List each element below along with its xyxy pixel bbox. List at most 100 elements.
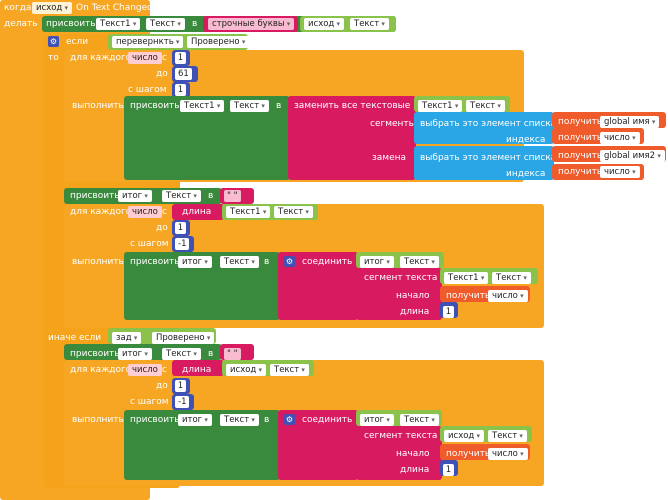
loop1-from-value[interactable]: 1	[175, 52, 186, 64]
b3-empty-text[interactable]: " "	[224, 348, 241, 360]
mutator-gear-icon[interactable]: ⚙	[48, 36, 59, 47]
idx1-dropdown[interactable]: число	[600, 132, 640, 144]
b2-join-var-dropdown[interactable]: итог	[178, 256, 212, 268]
b2-length-block[interactable]	[172, 204, 224, 220]
b2-join-a-prop-dropdown[interactable]: Текст	[400, 256, 439, 268]
b2-len-component-dropdown[interactable]: Текст1	[226, 206, 271, 218]
b3-get-label: получить	[446, 449, 491, 459]
event-component-dropdown[interactable]: исход	[32, 2, 73, 14]
b3-join-prop-dropdown[interactable]: Текст	[220, 414, 259, 426]
b2-loop-var-field[interactable]: число	[128, 206, 162, 218]
if-label: если	[66, 37, 89, 47]
segments-label: сегменты	[370, 119, 416, 129]
b3-by-label: с шагом	[130, 397, 169, 407]
loop1-by-value[interactable]: 1	[175, 84, 186, 96]
b2-length-label: длина	[182, 207, 212, 217]
lowercase-dropdown[interactable]: строчные буквы	[208, 18, 295, 30]
elseif-var-dropdown[interactable]: зад	[112, 332, 142, 344]
select-item-label-2: выбрать это элемент списка	[420, 153, 557, 163]
b2-do-label: выполнить	[72, 257, 124, 267]
b2-length-value[interactable]: 1	[443, 306, 454, 318]
loop1-var-field[interactable]: число	[128, 52, 162, 64]
replace-src-prop-dropdown[interactable]: Текст	[466, 100, 505, 112]
b2-prop-dropdown[interactable]: Текст	[162, 190, 201, 202]
b2-by-label: с шагом	[130, 239, 169, 249]
b2-empty-text[interactable]: " "	[224, 190, 241, 202]
b2-get-label: получить	[446, 291, 491, 301]
b3-join-gear-icon[interactable]: ⚙	[284, 414, 295, 425]
b3-by-value[interactable]: -1	[175, 396, 190, 408]
b3-loop-var-field[interactable]: число	[128, 364, 162, 376]
replace-src-component-dropdown[interactable]: Текст1	[418, 100, 463, 112]
select-item-block-1[interactable]	[414, 112, 554, 144]
b2-join-prop-dropdown[interactable]: Текст	[220, 256, 259, 268]
b3-set-label: присвоить	[70, 349, 120, 359]
b2-by-value[interactable]: -1	[175, 238, 190, 250]
b3-join-label: соединить	[302, 415, 353, 425]
b3-join-a-prop-dropdown[interactable]: Текст	[400, 414, 439, 426]
b3-join-var-dropdown[interactable]: итог	[178, 414, 212, 426]
b3-seg-component-dropdown[interactable]: исход	[444, 430, 485, 442]
b3-prop-dropdown[interactable]: Текст	[162, 348, 201, 360]
replace-set-label: присвоить	[130, 101, 180, 111]
top-set-to-label: в	[192, 19, 198, 29]
replace-all-label: заменить все текстовые	[294, 101, 411, 111]
b2-to-value[interactable]: 1	[175, 222, 186, 234]
if-var-dropdown[interactable]: перевернкть	[112, 36, 184, 48]
src-component-dropdown[interactable]: исход	[304, 18, 345, 30]
loop1-inner-gap	[122, 98, 124, 180]
list2-dropdown[interactable]: global имя2	[600, 150, 665, 162]
b3-length-label: длина	[182, 365, 212, 375]
b2-len-prop-dropdown[interactable]: Текст	[274, 206, 313, 218]
event-do-label: делать	[4, 19, 38, 29]
select-item-label-1: выбрать это элемент списка	[420, 119, 557, 129]
if-cmp-dropdown[interactable]: Проверено	[187, 36, 250, 48]
b3-len-prop-dropdown[interactable]: Текст	[270, 364, 309, 376]
b2-segment-block[interactable]	[356, 268, 442, 320]
b2-to2-label: до	[156, 223, 168, 233]
loop1-from-label: с	[162, 53, 167, 63]
list1-dropdown[interactable]: global имя	[600, 116, 660, 128]
get-idx1-label: получить	[558, 133, 603, 143]
b2-get-var-dropdown[interactable]: число	[488, 290, 528, 302]
b2-join-a-dropdown[interactable]: итог	[360, 256, 394, 268]
select-item-block-2[interactable]	[414, 146, 554, 180]
b3-join-a-dropdown[interactable]: итог	[360, 414, 394, 426]
b2-seg-prop-dropdown[interactable]: Текст	[492, 272, 531, 284]
replace-set-prop-dropdown[interactable]: Текст	[230, 100, 269, 112]
index-label-1: индекса	[506, 135, 546, 145]
then-label: то	[48, 53, 59, 63]
b2-for-label: для каждого	[70, 207, 132, 217]
top-set-label: присвоить	[46, 19, 96, 29]
b3-to-value[interactable]: 1	[175, 380, 186, 392]
b3-get-var-dropdown[interactable]: число	[488, 448, 528, 460]
b3-length-value[interactable]: 1	[443, 464, 454, 476]
idx2-dropdown[interactable]: число	[600, 166, 640, 178]
elseif-cmp-dropdown[interactable]: Проверено	[152, 332, 215, 344]
b2-to-label: в	[208, 191, 214, 201]
top-set-prop-dropdown[interactable]: Текст	[146, 18, 185, 30]
b3-join-to-label: в	[264, 415, 270, 425]
replace-set-component-dropdown[interactable]: Текст1	[180, 100, 225, 112]
loop1-to-value[interactable]: 61	[175, 68, 192, 80]
b2-join-gear-icon[interactable]: ⚙	[284, 256, 295, 267]
replacement-label: замена	[372, 153, 407, 163]
src-prop-dropdown[interactable]: Текст	[350, 18, 389, 30]
b3-length-block[interactable]	[172, 360, 224, 376]
event-name-label: On Text Changed	[76, 3, 153, 13]
b3-to-label: в	[208, 349, 214, 359]
b2-segment-label: сегмент текста	[364, 273, 438, 283]
replace-all-block[interactable]	[288, 96, 416, 180]
b3-from-label: с	[162, 365, 167, 375]
b2-var-dropdown[interactable]: итог	[118, 190, 152, 202]
b3-do-label: выполнить	[72, 415, 124, 425]
b2-join-set-label: присвоить	[130, 257, 180, 267]
b3-var-dropdown[interactable]: итог	[118, 348, 152, 360]
b3-segment-label: сегмент текста	[364, 431, 438, 441]
b3-segment-block[interactable]	[356, 426, 442, 480]
b3-seg-prop-dropdown[interactable]: Текст	[488, 430, 527, 442]
top-set-component-dropdown[interactable]: Текст1	[96, 18, 141, 30]
b2-seg-component-dropdown[interactable]: Текст1	[444, 272, 489, 284]
b3-len-component-dropdown[interactable]: исход	[226, 364, 267, 376]
b2-join-to-label: в	[264, 257, 270, 267]
